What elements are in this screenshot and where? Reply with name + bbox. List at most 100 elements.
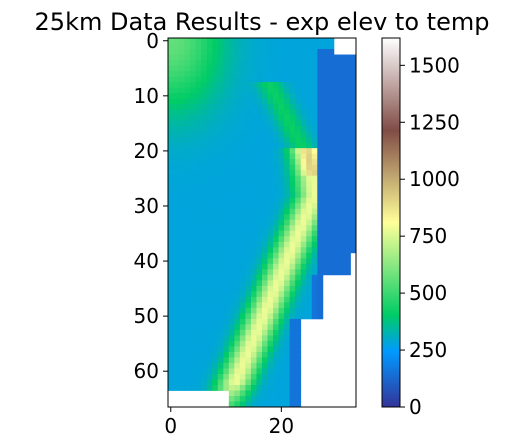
heatmap-cell — [317, 131, 324, 138]
heatmap-cell — [179, 82, 185, 88]
heatmap-cell — [300, 109, 307, 116]
heatmap-cell — [201, 164, 208, 171]
heatmap-cell — [262, 126, 268, 133]
heatmap-cell — [278, 98, 285, 105]
heatmap-cell — [250, 170, 257, 177]
heatmap-cell — [273, 368, 279, 375]
heatmap-cell — [250, 109, 257, 116]
heatmap-cell — [179, 131, 185, 138]
heatmap-cell — [168, 192, 174, 199]
heatmap-cell — [262, 368, 268, 375]
heatmap-cell — [273, 203, 279, 210]
heatmap-cell — [317, 164, 324, 171]
heatmap-cell — [184, 153, 191, 160]
heatmap-cell — [317, 43, 324, 50]
heatmap-cell — [239, 368, 246, 375]
heatmap-cell — [217, 296, 224, 303]
heatmap-cell — [262, 269, 268, 276]
heatmap-cell — [284, 170, 291, 177]
heatmap-cell — [228, 241, 235, 248]
heatmap-cell — [306, 120, 313, 127]
heatmap-cell — [284, 384, 291, 391]
heatmap-cell — [223, 252, 230, 259]
heatmap-cell — [168, 82, 174, 88]
heatmap-cell — [239, 340, 246, 347]
heatmap-cell — [212, 192, 219, 199]
heatmap-cell — [228, 313, 235, 320]
heatmap-cell — [234, 384, 241, 391]
heatmap-cell — [333, 170, 340, 177]
heatmap-cell — [273, 65, 279, 72]
heatmap-cell — [295, 159, 302, 166]
heatmap-cell — [228, 230, 235, 237]
heatmap-cell — [289, 164, 296, 171]
heatmap-cell — [223, 137, 230, 144]
heatmap-cell — [317, 225, 324, 232]
heatmap-cell — [278, 60, 285, 66]
heatmap-cell — [339, 203, 346, 210]
heatmap-cell — [284, 137, 291, 144]
heatmap-cell — [201, 335, 208, 342]
heatmap-cell — [344, 153, 351, 160]
heatmap-cell — [245, 324, 252, 331]
heatmap-cell — [234, 252, 241, 259]
heatmap-cell — [350, 104, 357, 110]
heatmap-cell — [278, 269, 285, 276]
heatmap-cell — [306, 109, 313, 116]
heatmap-cell — [217, 324, 224, 331]
heatmap-cell — [195, 104, 202, 110]
heatmap-cell — [212, 153, 219, 160]
heatmap-cell — [206, 280, 213, 287]
heatmap-cell — [273, 291, 279, 298]
heatmap-cell — [173, 93, 180, 99]
heatmap-cell — [223, 225, 230, 232]
heatmap-cell — [228, 87, 235, 94]
heatmap-cell — [212, 120, 219, 127]
heatmap-cell — [317, 296, 324, 303]
heatmap-cell — [262, 104, 268, 110]
heatmap-cell — [201, 296, 208, 303]
heatmap-cell — [250, 54, 257, 61]
heatmap-cell — [278, 137, 285, 144]
heatmap-cell — [179, 43, 185, 50]
heatmap-cell — [206, 159, 213, 166]
heatmap-cell — [223, 98, 230, 105]
heatmap-cell — [256, 203, 263, 210]
heatmap-cell — [306, 148, 313, 155]
heatmap-cell — [267, 148, 274, 155]
heatmap-cell — [256, 263, 263, 270]
heatmap-cell — [317, 313, 324, 320]
heatmap-cell — [190, 159, 197, 166]
heatmap-cell — [289, 54, 296, 61]
heatmap-cell — [256, 401, 263, 408]
heatmap-cell — [322, 115, 329, 122]
heatmap-cell — [173, 65, 180, 72]
heatmap-cell — [333, 120, 340, 127]
heatmap-cell — [250, 324, 257, 331]
heatmap-cell — [201, 43, 208, 50]
heatmap-cell — [300, 131, 307, 138]
heatmap-cell — [262, 274, 268, 281]
heatmap-cell — [168, 252, 174, 259]
heatmap-cell — [262, 186, 268, 193]
heatmap-cell — [206, 93, 213, 99]
heatmap-cell — [228, 120, 235, 127]
heatmap-cell — [267, 214, 274, 221]
heatmap-cell — [245, 285, 252, 292]
heatmap-cell — [273, 43, 279, 50]
heatmap-cell — [223, 115, 230, 122]
heatmap-cell — [190, 49, 197, 55]
heatmap-cell — [223, 76, 230, 83]
heatmap-cell — [284, 263, 291, 270]
heatmap-cell — [179, 324, 185, 331]
heatmap-cell — [289, 401, 296, 408]
heatmap-cell — [217, 219, 224, 226]
heatmap-cell — [201, 307, 208, 314]
heatmap-cell — [168, 324, 174, 331]
heatmap-cell — [250, 263, 257, 270]
heatmap-cell — [217, 170, 224, 177]
heatmap-cell — [350, 82, 357, 88]
heatmap-cell — [179, 219, 185, 226]
heatmap-cell — [212, 87, 219, 94]
heatmap-cell — [228, 170, 235, 177]
